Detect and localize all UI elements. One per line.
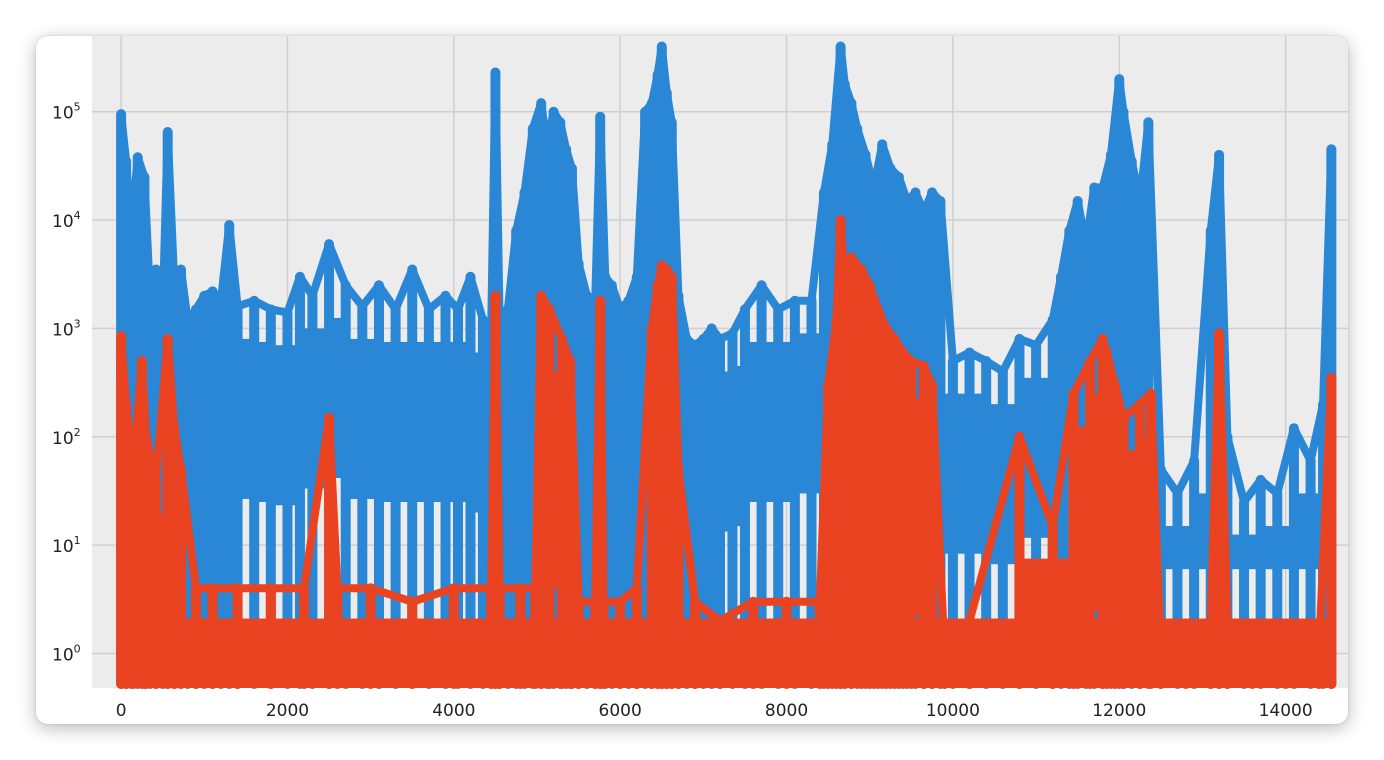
- series-1-segment: [140, 172, 155, 305]
- series-1-segment: [177, 265, 192, 324]
- series-2-segment: [117, 332, 131, 409]
- series-1-segment: [117, 110, 131, 166]
- x-tick-label: 0: [116, 701, 127, 721]
- series-2-segment: [408, 584, 458, 606]
- series-1-segment: [325, 240, 350, 290]
- series-2: [116, 215, 1337, 689]
- series-1-segment: [1115, 75, 1128, 116]
- series-2-segment: [691, 597, 724, 625]
- series-1-segment: [1223, 432, 1249, 507]
- series-1-segment: [567, 164, 583, 268]
- series-2-segment: [366, 584, 417, 606]
- series-1-segment: [225, 221, 242, 311]
- series-2-band: [1140, 436, 1151, 654]
- series-1-segment: [1215, 150, 1232, 441]
- x-tick-label: 2000: [266, 701, 309, 721]
- series-1-segment: [1119, 107, 1136, 166]
- y-tick-label: 100: [52, 642, 81, 665]
- series-1-segment: [408, 265, 433, 314]
- log-line-chart: 0 2000 4000 6000 8000 10000 12000 14000 1001011…: [52, 36, 1348, 721]
- series-2-segment: [566, 357, 583, 606]
- y-tick-label: 103: [52, 317, 81, 340]
- x-tick-label: 8000: [765, 701, 808, 721]
- series-1-segment: [667, 118, 683, 300]
- x-tick-label: 12000: [1092, 701, 1146, 721]
- series-1-segment: [574, 259, 591, 300]
- series-2-segment: [716, 597, 758, 625]
- series-1-segment: [1144, 118, 1165, 474]
- series-2-segment: [1015, 432, 1057, 531]
- series-2-segment: [667, 272, 683, 474]
- y-axis-ticks: 100 101 102 103 104 105: [52, 101, 81, 666]
- series-1-segment: [491, 68, 504, 324]
- x-tick-label: 4000: [432, 701, 475, 721]
- series-2-segment: [177, 465, 200, 593]
- y-tick-label: 101: [52, 534, 81, 557]
- series-2-segment: [545, 305, 566, 343]
- chart-card: 0 2000 4000 6000 8000 10000 12000 14000 100 101 1…: [36, 36, 1348, 724]
- series-1-segment: [466, 272, 487, 324]
- x-tick-label: 10000: [926, 701, 980, 721]
- series-2-segment: [928, 381, 949, 658]
- series-2-segment: [965, 432, 1024, 625]
- series-2-base: [121, 618, 1332, 688]
- series-2-segment: [1215, 329, 1232, 625]
- series-2-segment: [325, 413, 342, 593]
- y-tick-label: 104: [52, 209, 81, 232]
- series-1-segment: [936, 196, 957, 366]
- x-axis-ticks: 0 2000 4000 6000 8000 10000 12000 14000: [116, 701, 1313, 721]
- series-1-segment: [674, 291, 691, 343]
- series-2-segment: [1111, 381, 1128, 422]
- x-tick-label: 14000: [1259, 701, 1313, 721]
- series-2-segment: [137, 357, 151, 441]
- series-2-segment: [1146, 389, 1165, 658]
- series-2-segment: [596, 296, 608, 606]
- series-2-segment: [1102, 348, 1120, 390]
- plot-area: [116, 41, 1337, 689]
- x-tick-label: 6000: [599, 701, 642, 721]
- series-2-band: [156, 512, 168, 659]
- series-1-segment: [596, 112, 610, 281]
- series-2-segment: [491, 291, 504, 593]
- series-2-segment: [163, 334, 179, 433]
- series-1-segment: [836, 42, 849, 89]
- series-1-segment: [657, 42, 671, 97]
- series-2-segment: [674, 465, 700, 606]
- y-tick-label: 105: [52, 101, 81, 124]
- series-1-segment: [163, 128, 179, 290]
- y-tick-label: 102: [52, 426, 81, 449]
- series-2-segment: [170, 424, 186, 474]
